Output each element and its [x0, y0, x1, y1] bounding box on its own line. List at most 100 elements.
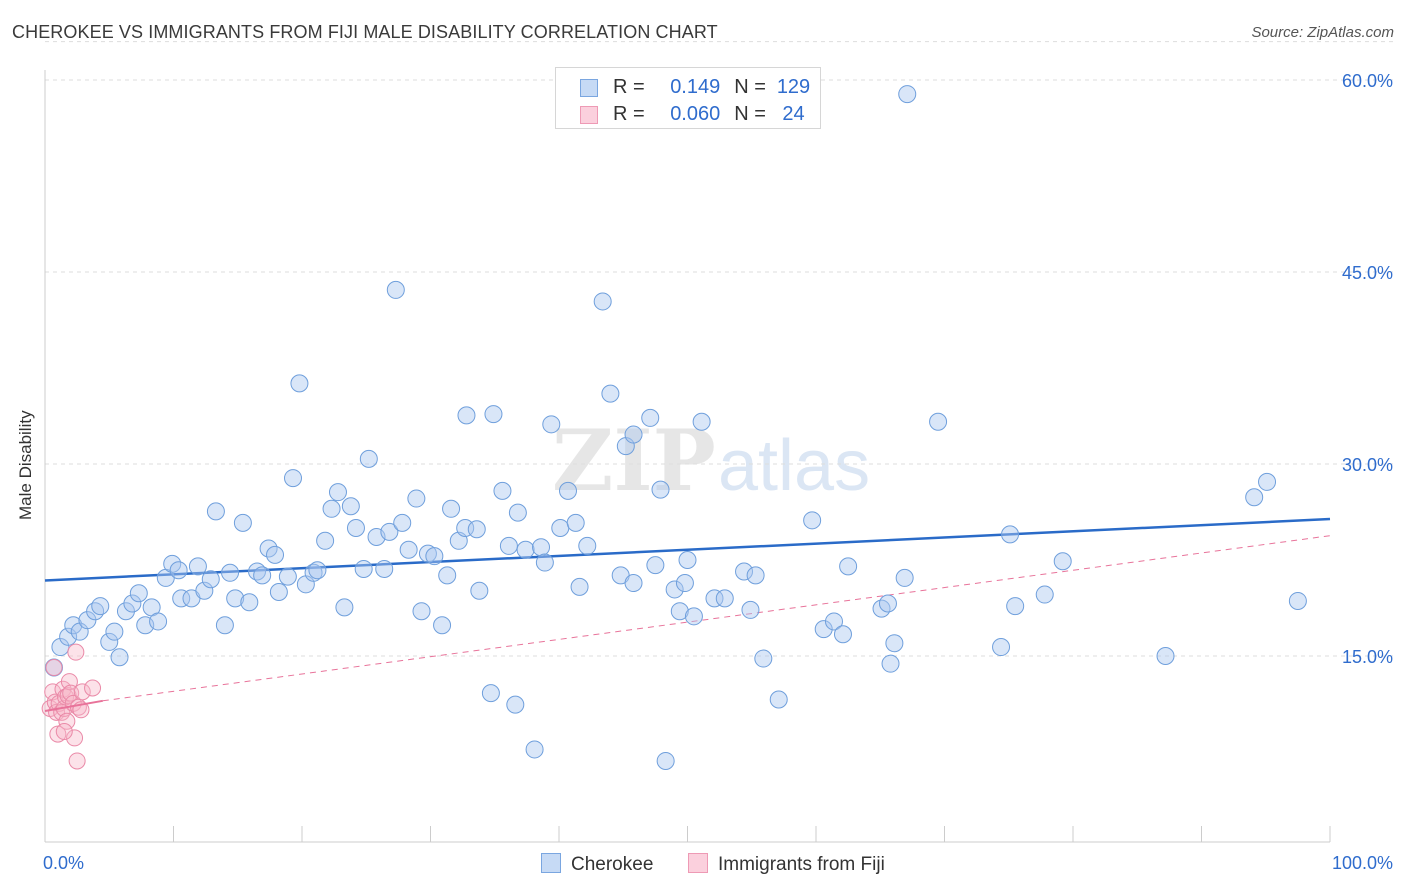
cherokee-legend-label: Cherokee: [571, 854, 654, 875]
watermark-zip: ZIP: [552, 411, 716, 510]
fiji-legend-label: Immigrants from Fiji: [718, 854, 885, 875]
cherokee-point: [665, 580, 684, 599]
cherokee-point: [593, 292, 612, 311]
cherokee-point: [881, 654, 900, 673]
cherokee-point: [399, 540, 418, 559]
cherokee-point: [705, 589, 724, 608]
cherokee-point: [51, 638, 70, 657]
fiji-legend-swatch: [688, 853, 708, 873]
grid-lines: [45, 41, 1395, 657]
series-cherokee-points: [44, 71, 1307, 770]
fiji-point: [67, 643, 85, 661]
y-tick-label: 60.0%: [1342, 71, 1393, 91]
cherokee-point: [566, 513, 585, 532]
cherokee-point: [508, 503, 527, 522]
fiji-point: [73, 683, 91, 701]
cherokee-point: [386, 280, 405, 299]
legend-item-cherokee: Cherokee: [541, 853, 653, 876]
cherokee-point: [1245, 488, 1264, 507]
cherokee-point: [341, 497, 360, 516]
watermark-atlas: atlas: [718, 426, 870, 506]
cherokee-point: [201, 570, 220, 589]
cherokee-point: [438, 566, 457, 585]
cherokee-point: [481, 684, 500, 703]
cherokee-point: [470, 581, 489, 600]
legend-stats-fiji: R = 0.060 N = 24: [613, 103, 805, 125]
x-tick-label: 100.0%: [1332, 853, 1393, 873]
correlation-legend: R = 0.149 N = 129 R = 0.060 N = 24: [555, 67, 821, 129]
cherokee-point: [354, 559, 373, 578]
cherokee-point: [656, 751, 675, 770]
cherokee-point: [467, 520, 486, 539]
cherokee-point: [741, 600, 760, 619]
cherokee-point: [233, 513, 252, 532]
cherokee-point: [149, 612, 168, 631]
cherokee-point: [803, 511, 822, 530]
fiji-point: [58, 712, 76, 730]
cherokee-point: [624, 574, 643, 593]
cherokee-point: [1006, 597, 1025, 616]
legend-item-fiji: Immigrants from Fiji: [688, 853, 885, 876]
fiji-point: [55, 723, 73, 741]
cherokee-point: [532, 538, 551, 557]
fiji-trend-line: [44, 699, 103, 713]
cherokee-trend-line: [44, 517, 1331, 582]
cherokee-point: [91, 597, 110, 616]
x-tick-label: 0.0%: [43, 853, 84, 873]
cherokee-point: [346, 519, 365, 537]
cherokee-point: [407, 489, 426, 508]
cherokee-point: [570, 577, 589, 596]
y-tick-label: 45.0%: [1342, 263, 1393, 283]
cherokee-point: [715, 589, 734, 608]
series-fiji-points: [41, 643, 103, 770]
cherokee-point: [1001, 525, 1020, 544]
cherokee-point: [433, 616, 452, 635]
cherokee-point: [316, 531, 335, 550]
cherokee-point: [601, 384, 620, 403]
cherokee-point: [172, 589, 191, 608]
y-tick-label: 30.0%: [1342, 455, 1393, 475]
fiji-point: [68, 752, 86, 770]
cherokee-point: [284, 469, 303, 488]
cherokee-point: [290, 374, 309, 393]
fiji-point: [66, 729, 84, 747]
cherokee-point: [215, 616, 234, 635]
cherokee-point: [123, 594, 142, 613]
cherokee-point: [380, 522, 399, 541]
cherokee-point: [885, 634, 904, 653]
cherokee-point: [929, 412, 948, 431]
tick-labels: 15.0% 30.0% 45.0% 60.0% 0.0% 100.0%: [43, 71, 1393, 873]
cherokee-point: [1035, 585, 1054, 604]
cherokee-point: [651, 480, 670, 499]
cherokee-point: [578, 536, 597, 555]
cherokee-point: [425, 547, 444, 566]
cherokee-point: [110, 648, 129, 667]
cherokee-point: [506, 695, 525, 714]
cherokee-point: [824, 612, 843, 631]
legend-stats-cherokee: R = 0.149 N = 129: [613, 76, 811, 98]
cherokee-point: [393, 513, 412, 532]
cherokee-point: [322, 499, 341, 518]
cherokee-point: [116, 602, 135, 621]
cherokee-point: [839, 557, 858, 576]
cherokee-point: [624, 425, 643, 444]
chart-title: CHEROKEE VS IMMIGRANTS FROM FIJI MALE DI…: [12, 22, 718, 42]
cherokee-point: [735, 562, 754, 581]
cherokee-point: [675, 574, 694, 593]
cherokee-point: [516, 540, 535, 559]
cherokee-point: [1288, 591, 1307, 610]
cherokee-point: [551, 519, 570, 537]
cherokee-point: [129, 584, 148, 603]
cherokee-point: [100, 632, 119, 651]
fiji-trend-line-dashed: [102, 535, 1331, 702]
cherokee-point: [895, 568, 914, 587]
cherokee-point: [195, 581, 214, 600]
cherokee-point: [442, 499, 461, 518]
cherokee-legend-swatch: [541, 853, 561, 873]
cherokee-point: [833, 625, 852, 644]
cherokee-point: [754, 649, 773, 668]
cherokee-point: [259, 539, 278, 558]
watermark: ZIP atlas: [552, 411, 870, 510]
cherokee-point: [456, 519, 475, 537]
